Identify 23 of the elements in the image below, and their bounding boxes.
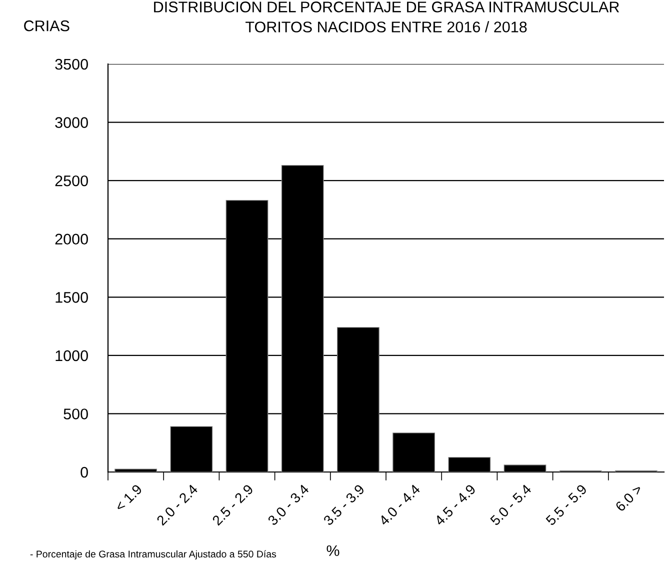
x-tick-label: 2.5 - 2.9 xyxy=(212,484,254,526)
x-tick-label: 3.0 - 3.4 xyxy=(267,484,310,526)
chart-subtitle: TORITOS NACIDOS ENTRE 2016 / 2018 xyxy=(246,21,527,32)
y-tick-label: 500 xyxy=(64,408,88,420)
x-tick-label: 5.5 - 5.9 xyxy=(545,484,588,526)
x-tick-label: 2.0 - 2.4 xyxy=(156,484,198,526)
x-axis-title: % xyxy=(326,545,340,556)
x-tick-label: < 1.9 xyxy=(114,484,143,512)
y-tick-label: 1500 xyxy=(56,292,88,303)
x-tick-label: 4.5 - 4.9 xyxy=(434,484,476,526)
text: - Porcentaje de Grasa Intramuscular Ajustado a 550 Días xyxy=(30,550,276,560)
x-tick-label: 6.0 > xyxy=(614,484,643,512)
y-tick-label: 2000 xyxy=(55,234,88,245)
y-tick-label: 3500 xyxy=(55,58,88,70)
x-tick-label: 3.5 - 3.9 xyxy=(322,484,365,526)
chart-title: DISTRIBUCION DEL PORCENTAJE DE GRASA INTRAMUSCULAR xyxy=(154,2,620,12)
y-tick-label: 1000 xyxy=(56,350,88,362)
x-tick-label: 5.0 - 5.4 xyxy=(490,484,532,526)
y-axis-title: CRIAS xyxy=(24,20,70,32)
y-tick-label: 2500 xyxy=(55,175,88,186)
x-tick-label: 4.0 - 4.4 xyxy=(378,484,421,526)
y-tick-label: 3000 xyxy=(55,117,88,128)
y-tick-label: 0 xyxy=(80,466,88,478)
